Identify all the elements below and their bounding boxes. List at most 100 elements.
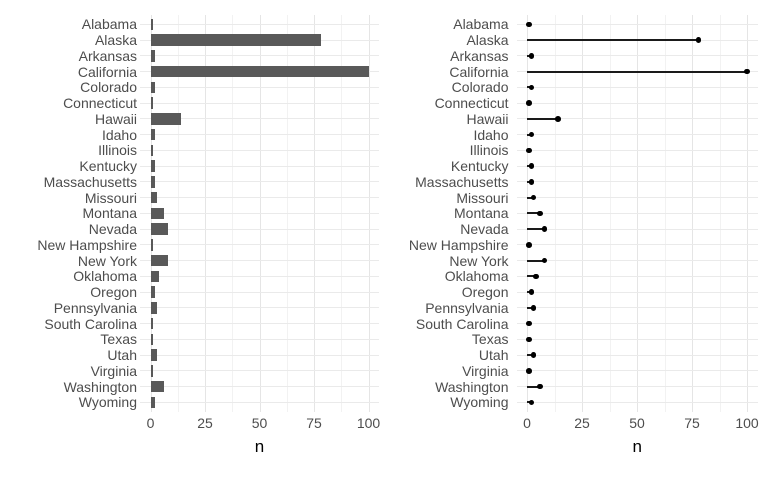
- y-axis-label: Oregon: [90, 284, 137, 301]
- y-axis-label: Idaho: [101, 126, 137, 143]
- y-axis-label: Oregon: [461, 284, 509, 301]
- h-gridline: [516, 102, 758, 104]
- y-axis-label: Idaho: [473, 126, 509, 143]
- h-gridline: [516, 55, 758, 57]
- y-axis-label: Texas: [100, 331, 137, 348]
- y-axis-label: Wyoming: [450, 394, 509, 411]
- x-tick-label: 50: [629, 415, 645, 431]
- lollipop-dot: [526, 21, 532, 28]
- h-gridline: [139, 401, 380, 403]
- h-gridline: [516, 228, 758, 230]
- bar: [150, 144, 153, 157]
- lollipop-stem: [527, 354, 534, 357]
- bar: [150, 317, 153, 330]
- h-gridline: [139, 55, 380, 57]
- h-gridline: [516, 323, 758, 325]
- h-gridline: [139, 165, 380, 167]
- y-axis-label: Washington: [63, 378, 137, 395]
- lollipop-dot: [528, 179, 535, 185]
- bar: [150, 65, 369, 78]
- y-axis-label: Texas: [471, 331, 509, 348]
- y-axis-label: Kentucky: [79, 158, 137, 175]
- lollipop-stem: [527, 39, 699, 42]
- y-axis-label: Colorado: [80, 79, 137, 96]
- h-gridline: [139, 86, 380, 88]
- bar: [150, 349, 158, 361]
- y-axis-label: California: [449, 63, 509, 80]
- y-axis-label: Montana: [82, 205, 137, 222]
- bar: [150, 207, 164, 220]
- h-gridline: [139, 197, 380, 199]
- h-gridline: [516, 212, 758, 214]
- y-axis-label: Connecticut: [434, 95, 509, 112]
- y-axis-label: Virginia: [462, 362, 509, 379]
- h-gridline: [516, 149, 758, 151]
- y-axis-label: Pennsylvania: [425, 299, 509, 316]
- lollipop-dot: [528, 399, 535, 406]
- bar: [150, 18, 153, 31]
- h-gridline: [139, 244, 380, 246]
- lollipop-dot: [541, 226, 548, 232]
- h-gridline: [516, 118, 758, 120]
- lollipop-dot: [526, 320, 532, 327]
- h-gridline: [139, 275, 380, 277]
- y-axis-label: South Carolina: [44, 315, 137, 332]
- y-axis-label: Utah: [107, 347, 137, 364]
- y-axis-label: Missouri: [456, 189, 509, 206]
- h-gridline: [139, 23, 380, 25]
- x-tick-label: 25: [197, 415, 213, 431]
- bar: [150, 254, 168, 267]
- bar: [150, 34, 321, 46]
- h-gridline: [139, 228, 380, 230]
- bar: [150, 128, 155, 141]
- h-gridline: [516, 197, 758, 199]
- lollipop-stem: [527, 275, 536, 278]
- y-axis-label: Alaska: [94, 32, 137, 49]
- lollipop-dot: [555, 116, 561, 122]
- y-axis-label: Hawaii: [466, 110, 509, 127]
- y-axis-label: Pennsylvania: [53, 299, 137, 316]
- lollipop-dot: [541, 257, 548, 264]
- y-axis-label: Montana: [454, 205, 509, 222]
- h-gridline: [139, 354, 380, 356]
- y-axis-label: Illinois: [98, 142, 137, 159]
- lollipop-dot: [537, 383, 543, 390]
- y-axis-label: Alaska: [466, 32, 509, 49]
- h-gridline: [516, 165, 758, 167]
- x-tick-label: 100: [356, 415, 381, 431]
- lollipop-dot: [528, 84, 535, 91]
- h-gridline: [139, 134, 380, 136]
- bar: [150, 302, 158, 314]
- bar: [150, 50, 155, 62]
- bar: [150, 365, 153, 377]
- bar: [150, 286, 155, 298]
- lollipop-dot: [526, 336, 532, 343]
- x-tick-label: 100: [735, 415, 759, 431]
- y-axis-label: Nevada: [460, 221, 509, 238]
- lollipop-dot: [528, 53, 535, 59]
- x-tick-label: 50: [251, 415, 268, 431]
- h-gridline: [139, 149, 380, 151]
- lollipop-dot: [533, 273, 539, 280]
- y-axis-label: Arkansas: [78, 47, 137, 64]
- h-gridline: [516, 307, 758, 309]
- y-axis-label: New York: [77, 252, 137, 269]
- y-axis-label: Arkansas: [450, 47, 509, 64]
- h-gridline: [516, 86, 758, 88]
- bar: [150, 113, 182, 125]
- h-gridline: [139, 386, 380, 388]
- bar: [150, 176, 155, 188]
- lollipop-dot: [530, 305, 537, 311]
- lollipop-stem: [527, 385, 541, 388]
- h-gridline: [516, 401, 758, 403]
- y-axis-label: Alabama: [453, 16, 509, 33]
- h-gridline: [139, 291, 380, 293]
- x-axis-title: n: [632, 437, 642, 456]
- bar: [150, 270, 160, 283]
- y-axis-label: Oklahoma: [73, 268, 137, 285]
- x-tick-label: 25: [574, 415, 590, 431]
- y-axis-label: California: [77, 63, 137, 80]
- h-gridline: [139, 181, 380, 183]
- h-gridline: [516, 338, 758, 340]
- h-gridline: [516, 354, 758, 356]
